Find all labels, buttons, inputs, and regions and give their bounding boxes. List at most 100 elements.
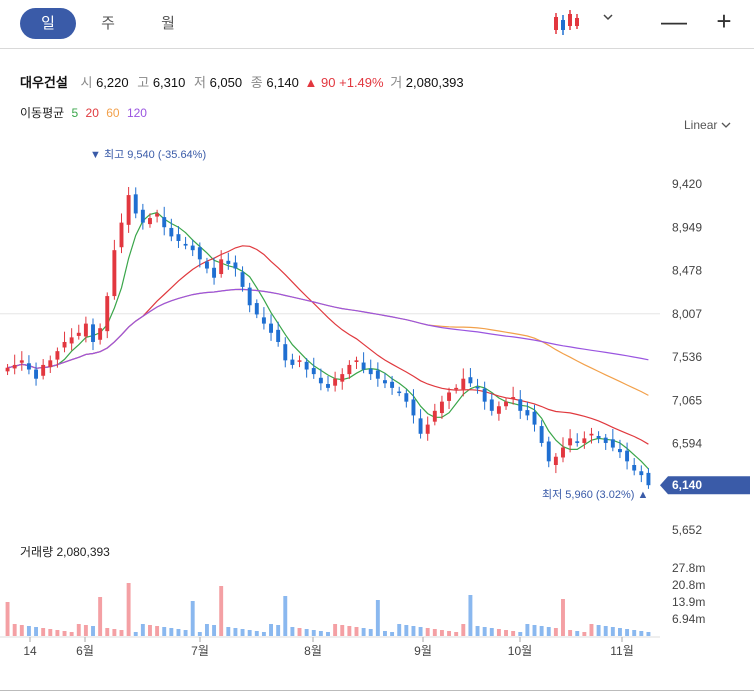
volume-bar [119, 630, 124, 636]
volume-bar [318, 631, 323, 636]
candle-body [454, 387, 459, 390]
volume-bar [539, 626, 544, 636]
chevron-down-icon[interactable] [602, 12, 614, 22]
candle-body [468, 377, 473, 384]
candle-body [596, 435, 601, 439]
volume-bar [62, 631, 67, 636]
candle-body [425, 424, 430, 434]
volume-tick-label: 13.9m [672, 595, 705, 609]
volume-bar [183, 630, 188, 636]
volume-bar [197, 632, 202, 636]
candle-body [155, 213, 160, 217]
volume-bar [546, 627, 551, 636]
open-value: 6,220 [96, 75, 129, 90]
volume-bar [247, 630, 252, 636]
candle-body [254, 303, 259, 315]
x-tick-label: 9월 [414, 644, 432, 658]
y-tick-label: 7,536 [672, 350, 702, 364]
tab-daily[interactable]: 일 [20, 8, 76, 39]
candle-body [383, 380, 387, 384]
volume-bar [190, 601, 195, 636]
candle-body [482, 388, 487, 402]
candle-body [397, 391, 402, 394]
bottom-divider [0, 690, 754, 691]
volume-bar [553, 628, 558, 636]
zoom-in-button[interactable]: + [716, 6, 732, 36]
volume-bar [83, 625, 88, 636]
top-toolbar: 일 주 월 — + [0, 0, 754, 49]
candle-body [582, 438, 587, 443]
volume-bar [126, 583, 131, 636]
candle-body [354, 360, 359, 362]
candle-body [539, 426, 544, 443]
volume-bar [26, 626, 31, 636]
chevron-down-icon [721, 122, 731, 128]
volume-bar [639, 631, 644, 636]
volume-bar [610, 627, 615, 636]
candle-body [283, 344, 288, 361]
candle-body [98, 328, 103, 340]
volume-bar [518, 632, 523, 636]
candle-body [368, 368, 373, 375]
candle-body [226, 260, 231, 264]
volume-bar [276, 625, 281, 636]
low-value: 6,050 [209, 75, 243, 90]
volume-bar [5, 602, 10, 636]
candle-body [240, 272, 245, 287]
candle-body [41, 364, 46, 376]
candle-body [91, 324, 95, 342]
volume-bar [304, 629, 309, 636]
candle-body [247, 287, 252, 306]
tab-weekly[interactable]: 주 [101, 15, 115, 32]
candle-body [55, 351, 60, 360]
volume-bar [589, 624, 594, 636]
candle-body [568, 438, 573, 446]
volume-bar [354, 627, 359, 636]
volume-bar [347, 626, 352, 636]
ma-20-line [7, 245, 649, 445]
candle-body [589, 433, 594, 436]
volume-bar [233, 628, 238, 636]
volume-bar [340, 625, 345, 636]
candle-body [34, 369, 39, 379]
volume-bar [475, 626, 480, 636]
volume-bar [454, 632, 459, 636]
high-label: 고 [137, 75, 150, 90]
candle-body [447, 392, 452, 401]
ma-5-line [7, 211, 649, 470]
tab-monthly[interactable]: 월 [161, 15, 175, 32]
volume-bar [375, 600, 380, 636]
candle-body [475, 386, 480, 389]
x-tick-label: 11월 [610, 644, 634, 658]
candlestick-icon[interactable] [552, 8, 582, 38]
candle-body [603, 437, 608, 443]
x-tick-label: 14 [23, 644, 37, 658]
candle-body [404, 393, 409, 402]
candle-body [105, 296, 110, 332]
candle-body [340, 374, 345, 382]
candle-body [140, 209, 145, 223]
candle-body [148, 218, 152, 225]
moving-average-legend[interactable]: 이동평균 5 20 60 120 [20, 104, 151, 121]
zoom-out-button[interactable]: — [661, 6, 687, 36]
current-price-tag [660, 476, 750, 495]
volume-bar [632, 630, 637, 636]
candle-body [439, 401, 444, 414]
volume-bar [55, 630, 60, 636]
open-label: 시 [80, 75, 93, 90]
volume-bar [326, 632, 330, 636]
scale-selector[interactable]: Linear [684, 118, 731, 132]
volume-bar [575, 631, 580, 636]
volume-bar [76, 624, 81, 636]
y-tick-label: 8,007 [672, 307, 702, 321]
volume-bar [148, 625, 152, 636]
candle-body [5, 367, 10, 372]
volume-bar [439, 630, 444, 636]
volume-bar [261, 632, 266, 636]
volume-bar [333, 624, 338, 636]
volume-bar [603, 626, 608, 636]
candle-body [525, 410, 530, 416]
volume-bar [112, 629, 117, 636]
ma-60: 60 [106, 106, 120, 120]
